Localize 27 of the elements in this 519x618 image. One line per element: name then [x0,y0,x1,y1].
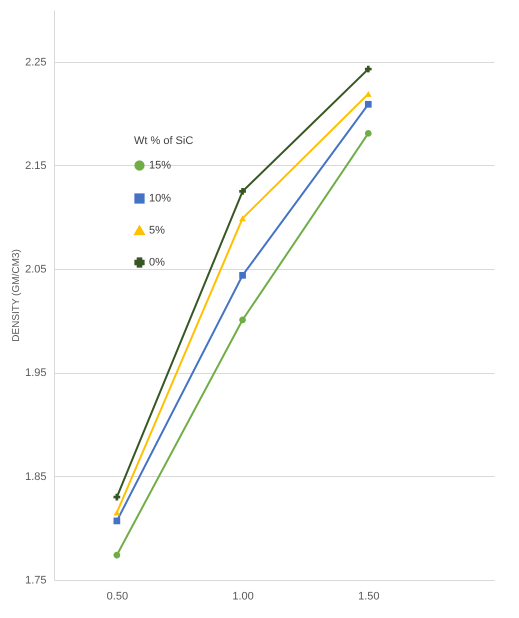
y-tick-label: 1.85 [25,470,46,483]
point [239,316,246,324]
legend-label: 5% [149,224,166,236]
x-tick-label: 1.50 [358,590,380,602]
legend-label: 15% [149,160,172,172]
x-tick-label: 0.50 [106,590,128,602]
point [239,215,246,222]
legend-label: 10% [149,192,172,204]
point [114,494,120,500]
point [114,510,120,516]
legend-title: Wt % of SiC [134,135,194,147]
legend-label: 0% [149,256,166,268]
point [364,100,372,108]
y-tick-label: 1.95 [25,367,46,380]
point [364,66,372,72]
y-tick-label: 2.25 [25,56,46,68]
point [114,518,120,524]
point [364,130,372,137]
y-tick-label: 2.15 [25,160,46,172]
point [239,272,246,279]
y-axis-title: DENSITY (GM/CM3) [11,249,22,342]
point [239,188,246,195]
x-tick-label: 1.00 [232,590,254,602]
y-tick-label: 1.75 [25,574,46,586]
point [114,552,120,558]
y-tick-label: 2.05 [25,264,46,276]
point [364,91,372,97]
